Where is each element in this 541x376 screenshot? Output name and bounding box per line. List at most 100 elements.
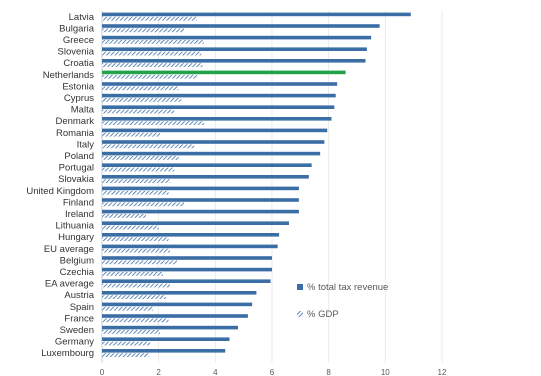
bar-gdp-united-kingdom [102,190,169,195]
bar-gdp-italy [102,144,195,149]
x-tick-12: 12 [438,368,447,376]
bar-gdp-lithuania [102,225,159,230]
category-label-finland: Finland [63,197,94,208]
bar-gdp-belgium [102,260,178,265]
bar-gdp-ireland [102,214,146,218]
bar-total-tax-slovakia [102,175,309,179]
bar-gdp-netherlands [102,74,197,79]
category-label-france: France [64,313,94,324]
category-label-ireland: Ireland [65,209,94,220]
category-label-denmark: Denmark [55,116,94,127]
bar-total-tax-ireland [102,209,299,214]
category-label-cyprus: Cyprus [64,93,94,104]
legend: % total tax revenue % GDP [297,282,388,320]
bar-total-tax-belgium [102,256,272,260]
legend-label-gdp: % GDP [307,309,339,320]
bar-gdp-eu-average [102,248,170,253]
category-label-austria: Austria [64,290,94,301]
bar-total-tax-finland [102,198,299,202]
bar-gdp-poland [102,156,179,160]
category-label-sweden: Sweden [60,325,94,336]
legend-swatch-total-tax [297,284,303,290]
bar-gdp-greece [102,40,204,44]
bar-total-tax-hungary [102,233,280,237]
category-label-czechia: Czechia [60,267,95,278]
bar-total-tax-spain [102,302,253,307]
bar-gdp-hungary [102,237,169,241]
bar-gdp-slovakia [102,179,170,183]
category-label-poland: Poland [64,151,94,162]
bar-total-tax-denmark [102,117,332,121]
x-tick-2: 2 [156,368,161,376]
category-label-malta: Malta [71,105,95,116]
bar-gdp-germany [102,341,151,346]
bar-total-tax-malta [102,105,335,109]
category-label-portugal: Portugal [59,163,94,174]
bar-gdp-estonia [102,86,179,91]
bar-gdp-france [102,318,169,323]
category-label-ea-average: EA average [45,279,94,290]
bar-gdp-bulgaria [102,28,185,33]
bar-gdp-slovenia [102,51,202,56]
category-label-greece: Greece [63,35,94,46]
bar-gdp-croatia [102,63,203,67]
bar-total-tax-france [102,314,248,318]
bar-gdp-latvia [102,16,197,21]
bar-gdp-luxembourg [102,353,149,357]
bar-gdp-spain [102,306,153,311]
bar-gdp-finland [102,202,185,207]
category-label-luxembourg: Luxembourg [41,348,94,359]
bar-total-tax-austria [102,291,257,295]
category-label-bulgaria: Bulgaria [59,23,95,34]
bar-total-tax-bulgaria [102,24,380,28]
bar-total-tax-italy [102,140,325,144]
bar-total-tax-united-kingdom [102,186,299,191]
category-label-estonia: Estonia [62,81,94,92]
category-label-spain: Spain [70,302,94,313]
x-tick-6: 6 [270,368,275,376]
bar-gdp-sweden [102,330,161,334]
bar-total-tax-croatia [102,59,366,63]
bar-total-tax-germany [102,337,230,341]
x-tick-10: 10 [381,368,390,376]
bar-total-tax-latvia [102,12,411,17]
bar-gdp-portugal [102,167,175,172]
bar-total-tax-netherlands [102,70,346,75]
category-label-lithuania: Lithuania [55,221,94,232]
category-label-belgium: Belgium [60,255,94,266]
category-label-italy: Italy [77,139,95,150]
category-label-united-kingdom: United Kingdom [26,186,94,197]
category-label-romania: Romania [56,128,95,139]
legend-swatch-gdp [297,311,303,317]
bar-total-tax-czechia [102,267,272,272]
bar-gdp-denmark [102,121,204,125]
legend-label-total-tax: % total tax revenue [307,282,388,293]
bar-total-tax-greece [102,35,372,40]
category-label-germany: Germany [55,337,94,348]
bar-gdp-romania [102,132,161,137]
category-label-netherlands: Netherlands [43,70,94,81]
x-tick-4: 4 [213,368,218,376]
bar-total-tax-cyprus [102,93,336,98]
bar-total-tax-slovenia [102,47,367,51]
bar-gdp-czechia [102,272,163,276]
category-label-latvia: Latvia [69,12,95,23]
x-tick-labels: 0 2 4 6 8 10 12 [100,368,447,376]
bar-total-tax-estonia [102,82,338,86]
category-label-eu-average: EU average [44,244,94,255]
bar-total-tax-portugal [102,163,312,167]
category-label-croatia: Croatia [63,58,94,69]
category-labels: LatviaBulgariaGreeceSloveniaCroatiaNethe… [26,12,94,359]
bar-total-tax-ea-average [102,279,271,283]
bar-total-tax-sweden [102,325,238,330]
x-tick-8: 8 [326,368,331,376]
x-tick-0: 0 [100,368,105,376]
bar-total-tax-lithuania [102,221,289,225]
bar-total-tax-luxembourg [102,349,226,353]
bars [102,12,411,357]
category-label-slovenia: Slovenia [58,47,95,58]
bar-gdp-ea-average [102,283,170,288]
category-label-hungary: Hungary [58,232,94,243]
